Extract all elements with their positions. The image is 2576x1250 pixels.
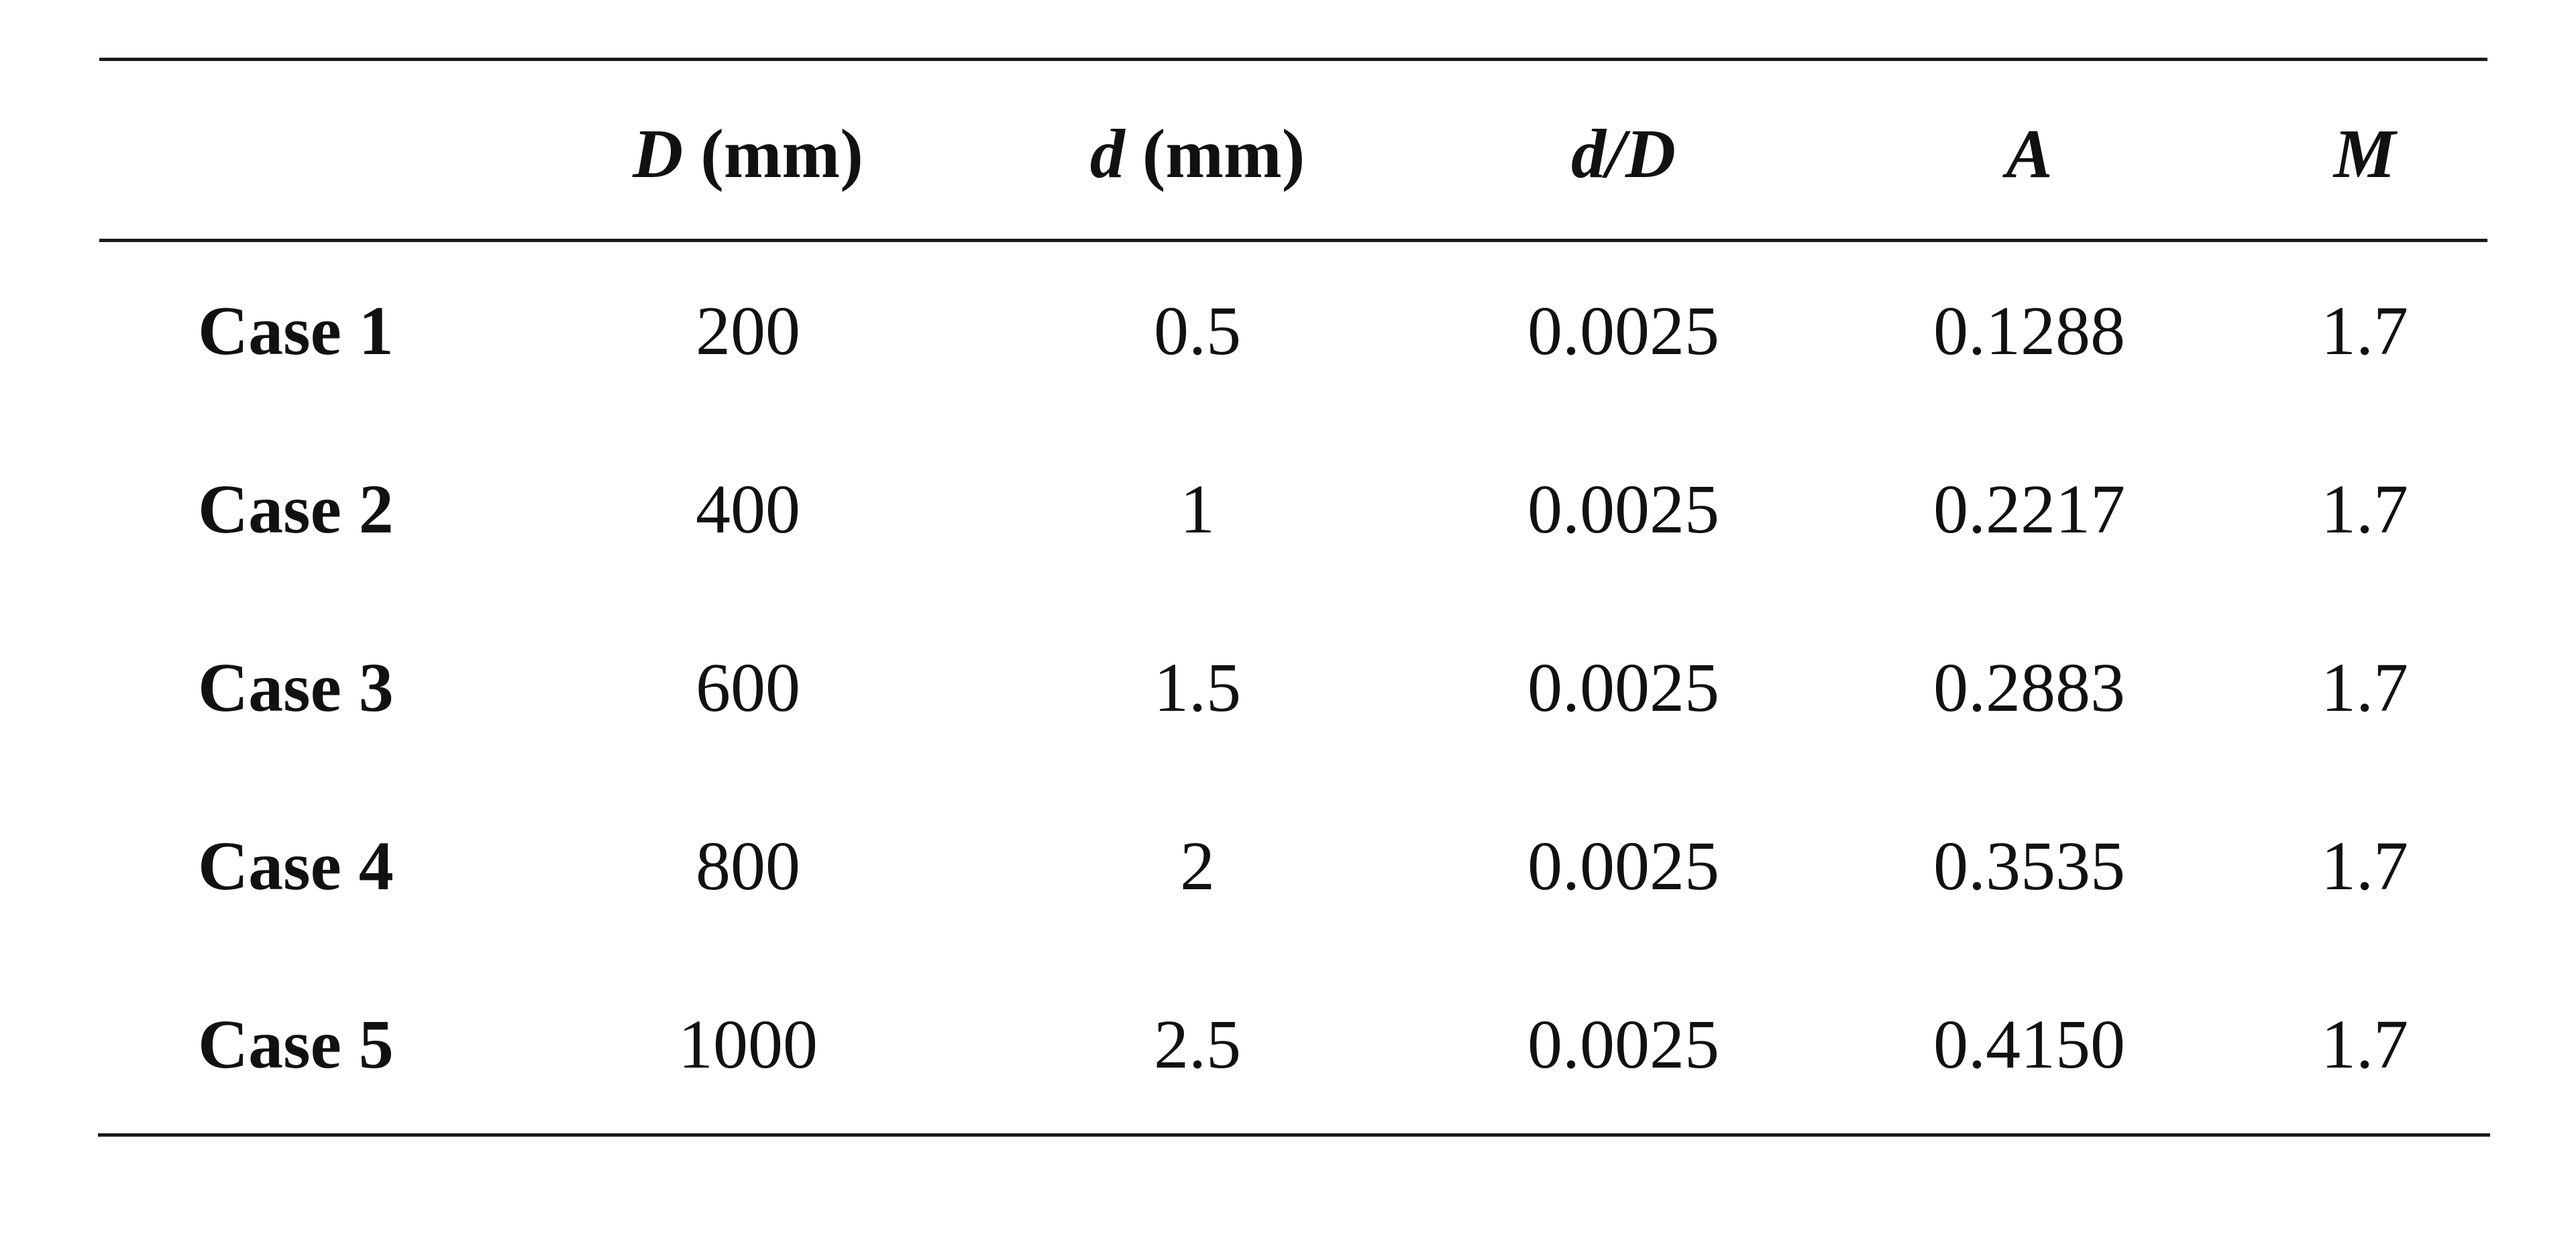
header-d-over-D: d/D: [1571, 115, 1676, 192]
table-cell: 1000: [678, 1006, 818, 1083]
table-cell: 0.0025: [1527, 292, 1719, 370]
header-M: M: [2333, 115, 2396, 192]
table-cell: 0.1288: [1933, 292, 2125, 370]
row-label: Case 1: [198, 292, 394, 370]
table-cell: 1.7: [2321, 828, 2408, 905]
table-cell: 0.0025: [1527, 1006, 1719, 1083]
table-cell: 0.2217: [1933, 471, 2125, 548]
table-cell: 2.5: [1154, 1006, 1241, 1083]
table-header-rule: [99, 239, 2487, 242]
row-label: Case 4: [198, 828, 394, 905]
table-cell: 0.0025: [1527, 471, 1719, 548]
table-cell: 800: [696, 828, 800, 905]
table-cell: 1.7: [2321, 1006, 2408, 1083]
header-d: d (mm): [1089, 115, 1305, 192]
table-cell: 1.7: [2321, 292, 2408, 370]
header-D: D (mm): [633, 115, 863, 192]
table-cell: 0.0025: [1527, 649, 1719, 726]
table-cell: 1.7: [2321, 471, 2408, 548]
table-cell: 0.2883: [1933, 649, 2125, 726]
row-label: Case 2: [198, 471, 394, 548]
table-cell: 0.4150: [1933, 1006, 2125, 1083]
table-cell: 400: [696, 471, 800, 548]
table-cell: 200: [696, 292, 800, 370]
table-cell: 1.7: [2321, 649, 2408, 726]
row-label: Case 5: [198, 1006, 394, 1083]
table-cell: 0.3535: [1933, 828, 2125, 905]
row-label: Case 3: [198, 649, 394, 726]
table-cell: 0.5: [1154, 292, 1241, 370]
table-top-rule: [99, 58, 2487, 61]
table-bottom-rule: [98, 1133, 2490, 1137]
header-A: A: [2006, 115, 2053, 192]
table-cell: 0.0025: [1527, 828, 1719, 905]
table-cell: 600: [696, 649, 800, 726]
table-cell: 2: [1180, 828, 1215, 905]
table-cell: 1.5: [1154, 649, 1241, 726]
table-cell: 1: [1180, 471, 1215, 548]
